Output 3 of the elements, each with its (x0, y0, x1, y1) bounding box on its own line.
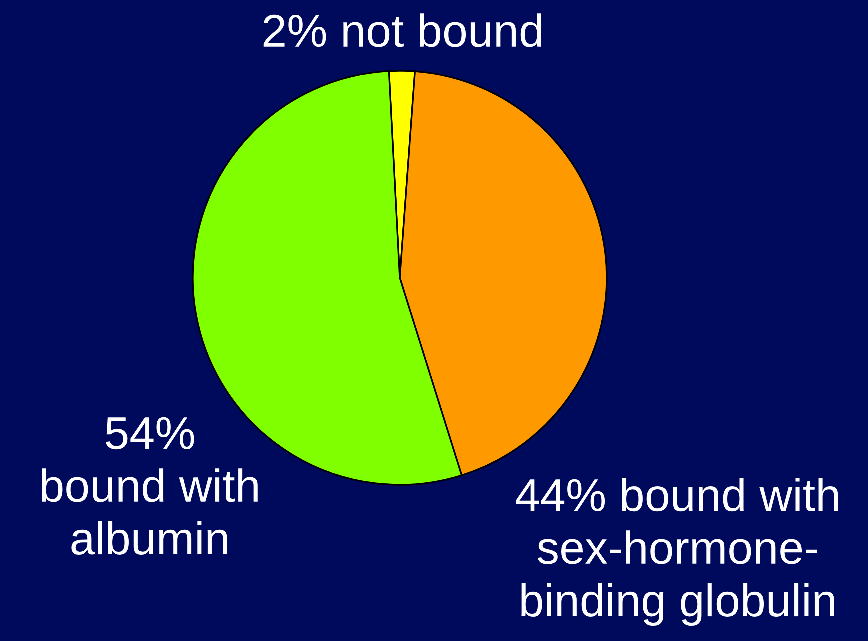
slice-label: 54% bound with albumin (42, 417, 258, 555)
slice-label: 2% not bound (264, 14, 542, 48)
slice-label: 44% bound with sex-hormone- binding globulin (516, 478, 838, 626)
